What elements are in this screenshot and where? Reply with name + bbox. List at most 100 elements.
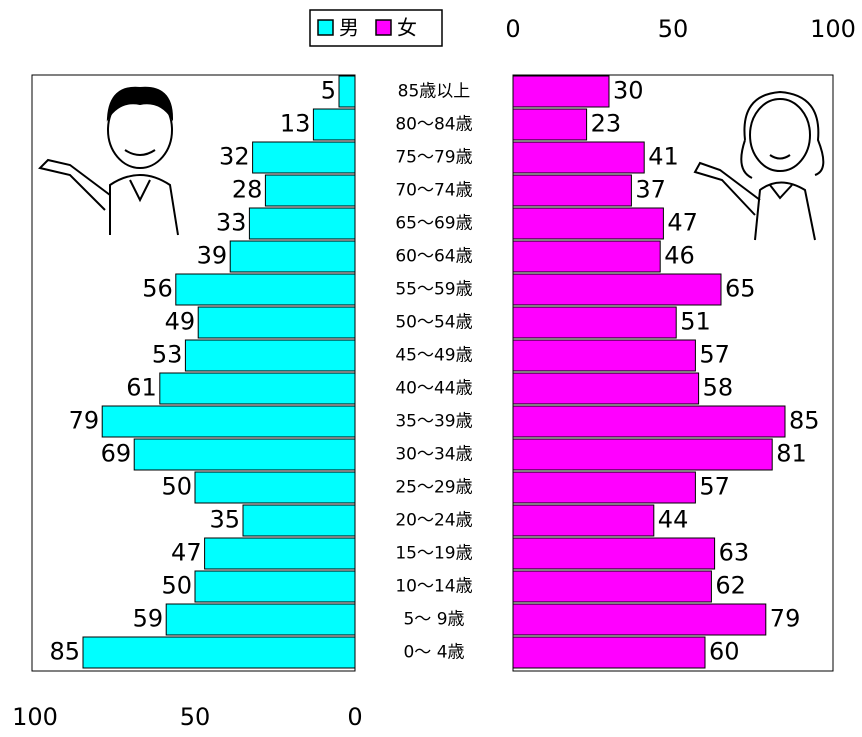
legend-swatch [375,19,392,36]
value-label: 59 [133,605,164,633]
value-label: 44 [658,506,689,534]
bar [264,174,356,207]
category-label: 45～49歳 [395,346,472,366]
category-label: 65～69歳 [395,214,472,234]
bar [512,273,722,306]
category-label: 15～19歳 [395,544,472,564]
bar [312,108,356,141]
value-label: 47 [667,209,698,237]
value-label: 85 [789,407,820,435]
bar [184,339,356,372]
value-label: 49 [165,308,196,336]
value-label: 79 [69,407,100,435]
value-label: 5 [321,77,336,105]
top-tick-label: 50 [658,15,689,43]
woman-illustration [693,90,825,241]
category-label: 5～ 9歳 [403,610,464,630]
bottom-tick-label: 0 [347,703,362,731]
legend-swatch [317,19,334,36]
bar [512,207,664,240]
bar [204,537,356,570]
value-label: 37 [635,176,666,204]
value-label: 58 [703,374,734,402]
bar [512,372,700,405]
top-tick-label: 100 [810,15,856,43]
category-label: 80～84歳 [395,115,472,135]
value-label: 46 [664,242,695,270]
value-label: 85 [49,638,80,666]
bar [252,141,356,174]
value-label: 57 [699,341,730,369]
bar [175,273,356,306]
value-label: 33 [216,209,247,237]
category-label: 75～79歳 [395,148,472,168]
category-label: 20～24歳 [395,511,472,531]
value-label: 47 [171,539,202,567]
category-label: 10～14歳 [395,577,472,597]
bar [512,306,677,339]
value-label: 79 [770,605,801,633]
bar [512,471,696,504]
category-label: 35～39歳 [395,412,472,432]
bar [512,537,716,570]
bar [338,75,356,108]
bottom-tick-label: 50 [180,703,211,731]
top-tick-label: 0 [505,15,520,43]
value-label: 23 [591,110,622,138]
bar [512,636,706,669]
category-label: 50～54歳 [395,313,472,333]
category-label: 70～74歳 [395,181,472,201]
category-label: 25～29歳 [395,478,472,498]
value-label: 61 [126,374,157,402]
value-label: 28 [232,176,263,204]
bar [101,405,356,438]
bar [512,240,661,273]
bar [512,504,655,537]
bar [159,372,356,405]
bar [512,141,645,174]
bar [133,438,356,471]
man-illustration [38,86,179,236]
bar [512,108,588,141]
bar [512,174,632,207]
bar [248,207,356,240]
bar [512,75,610,108]
value-label: 62 [715,572,746,600]
value-label: 50 [161,473,192,501]
value-label: 39 [197,242,228,270]
category-label: 40～44歳 [395,379,472,399]
bar [242,504,356,537]
value-label: 13 [280,110,311,138]
value-label: 32 [219,143,250,171]
bar [229,240,356,273]
value-label: 30 [613,77,644,105]
category-label: 55～59歳 [395,280,472,300]
bar [512,438,773,471]
value-label: 35 [209,506,240,534]
value-label: 57 [699,473,730,501]
value-label: 81 [776,440,807,468]
value-label: 50 [161,572,192,600]
bar [512,570,712,603]
bar [512,405,786,438]
value-label: 65 [725,275,756,303]
value-label: 63 [719,539,750,567]
bar [165,603,356,636]
value-label: 53 [152,341,183,369]
bar [512,339,696,372]
bar [197,306,356,339]
value-label: 60 [709,638,740,666]
category-label: 60～64歳 [395,247,472,267]
value-label: 69 [101,440,132,468]
category-label: 0～ 4歳 [403,643,464,663]
value-label: 51 [680,308,711,336]
value-label: 56 [142,275,173,303]
bottom-tick-label: 100 [12,703,58,731]
bar [512,603,767,636]
value-label: 41 [648,143,679,171]
legend-label: 女 [397,16,417,40]
bar [194,471,356,504]
bar [82,636,356,669]
category-label: 30～34歳 [395,445,472,465]
